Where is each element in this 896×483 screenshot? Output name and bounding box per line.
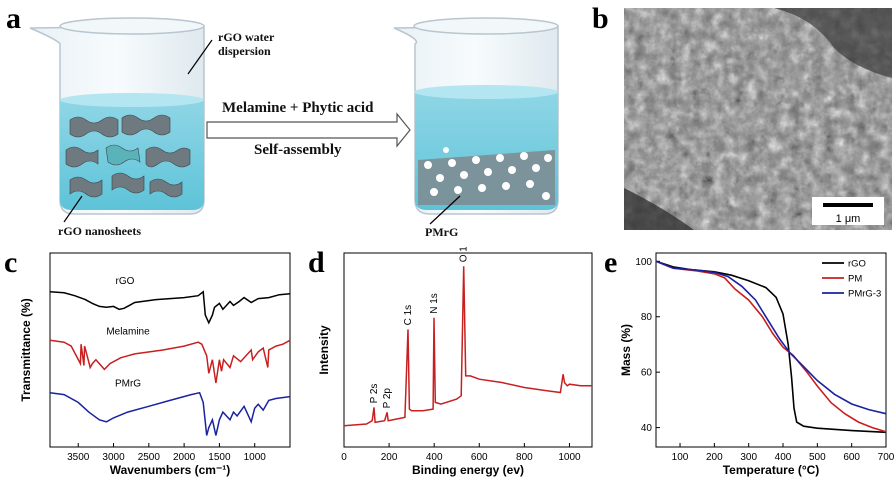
series-line-pm bbox=[655, 260, 887, 433]
label-dispersion-line2: dispersion bbox=[218, 44, 271, 58]
peak-label: O 1s bbox=[459, 247, 470, 262]
x-tick-label-e: 400 bbox=[775, 452, 792, 463]
scale-bar-label: 1 μm bbox=[836, 213, 861, 225]
y-axis-label-c: Transmittance (%) bbox=[19, 298, 33, 401]
x-tick-label-e: 100 bbox=[672, 452, 689, 463]
x-tick-label-e: 500 bbox=[809, 452, 826, 463]
peak-label: P 2p bbox=[382, 388, 393, 409]
label-nanosheets: rGO nanosheets bbox=[58, 224, 142, 238]
series-line-rgo bbox=[49, 290, 291, 325]
scale-bar-box bbox=[812, 197, 884, 225]
label-dispersion: rGO water dispersion bbox=[218, 30, 274, 58]
y-axis-label-d: Intensity bbox=[317, 325, 331, 375]
x-tick-label-c: 1000 bbox=[244, 452, 267, 463]
rgo-nanosheets-left bbox=[65, 114, 191, 198]
x-tick-label-e: 600 bbox=[843, 452, 860, 463]
x-tick-label-e: 300 bbox=[740, 452, 757, 463]
schematic-svg bbox=[29, 17, 559, 225]
x-ticks-d: 0 200 400 600 800 1000 bbox=[341, 443, 581, 463]
x-tick-label-d: 400 bbox=[426, 452, 443, 463]
x-tick-label-c: 2000 bbox=[173, 452, 196, 463]
panel-letter-b: b bbox=[592, 2, 609, 35]
x-tick-label-d: 200 bbox=[381, 452, 398, 463]
series-line-pmrg bbox=[49, 391, 291, 436]
series-label-pmrg: PMrG bbox=[115, 379, 141, 390]
x-tick-label-d: 0 bbox=[341, 452, 347, 463]
panel-letter-c: c bbox=[4, 246, 18, 279]
x-tick-label-c: 3500 bbox=[67, 452, 90, 463]
peak-label: C 1s bbox=[403, 305, 414, 326]
panel-letter-a: a bbox=[6, 2, 21, 35]
x-tick-label-c: 3000 bbox=[102, 452, 125, 463]
y-tick-label-e: 80 bbox=[641, 312, 653, 323]
panel-letter-d: d bbox=[308, 246, 325, 279]
x-ticks-c: 3500 3000 2500 2000 1500 1000 bbox=[67, 443, 266, 463]
plot-frame-d bbox=[343, 252, 593, 448]
label-product: PMrG bbox=[425, 225, 459, 239]
y-axis-label-e: Mass (%) bbox=[619, 324, 633, 376]
series-d bbox=[343, 266, 592, 427]
x-tick-label-c: 2500 bbox=[138, 452, 161, 463]
series-label-rgo: rGO bbox=[116, 276, 135, 287]
label-arrow-bottom: Self-assembly bbox=[254, 142, 342, 158]
plot-frame-c bbox=[49, 252, 291, 448]
panel-letter-e: e bbox=[604, 246, 618, 279]
legend-label: PMrG-3 bbox=[848, 289, 881, 300]
series-label-melamine: Melamine bbox=[106, 326, 150, 337]
y-tick-label-e: 100 bbox=[635, 257, 652, 268]
chart-e: 100 200 300 400 500 600 700 40 60 80 100 rGO PM PMrG… bbox=[619, 252, 895, 477]
peak-label: N 1s bbox=[429, 293, 440, 314]
chart-c: 3500 3000 2500 2000 1500 1000 rGO Melamine PMrG… bbox=[19, 252, 291, 477]
scale-bar bbox=[823, 203, 873, 207]
series-line-melamine bbox=[49, 339, 291, 384]
x-tick-label-e: 700 bbox=[878, 452, 895, 463]
y-tick-label-e: 40 bbox=[641, 423, 653, 434]
x-axis-label-e: Temperature (°C) bbox=[723, 463, 820, 477]
legend-e: rGO PM PMrG-3 bbox=[822, 259, 881, 300]
series-c: rGO Melamine PMrG bbox=[49, 276, 291, 436]
xps-spectrum-line bbox=[343, 266, 592, 427]
series-line-rgo bbox=[655, 260, 887, 434]
label-arrow-top: Melamine + Phytic acid bbox=[222, 100, 374, 116]
legend-label: rGO bbox=[848, 259, 866, 270]
beaker-right bbox=[393, 17, 559, 215]
chart-d: 0 200 400 600 800 1000 P 2s P 2p C 1s N 1s O 1s B… bbox=[317, 247, 593, 477]
label-dispersion-line1: rGO water bbox=[218, 30, 275, 44]
legend-label: PM bbox=[848, 274, 862, 285]
pointer-dispersion bbox=[187, 39, 213, 75]
pointer-nanosheets bbox=[63, 195, 83, 223]
y-tick-label-e: 60 bbox=[641, 368, 653, 379]
x-tick-label-d: 800 bbox=[516, 452, 533, 463]
x-axis-label-d: Binding energy (ev) bbox=[412, 463, 524, 477]
sem-image: 1 μm bbox=[624, 8, 892, 230]
x-tick-label-d: 1000 bbox=[558, 452, 581, 463]
x-tick-label-c: 1500 bbox=[208, 452, 231, 463]
pointer-product bbox=[429, 195, 461, 225]
plot-frame-e bbox=[655, 252, 887, 448]
x-tick-label-e: 200 bbox=[706, 452, 723, 463]
x-axis-label-c: Wavenumbers (cm⁻¹) bbox=[110, 463, 231, 477]
series-e bbox=[655, 260, 887, 434]
pmrg-particles bbox=[424, 147, 552, 200]
x-tick-label-d: 600 bbox=[471, 452, 488, 463]
ticks-e: 100 200 300 400 500 600 700 40 60 80 100 bbox=[635, 257, 894, 463]
peak-label: P 2s bbox=[369, 384, 380, 404]
process-arrow bbox=[206, 112, 411, 148]
peak-labels-d: P 2s P 2p C 1s N 1s O 1s bbox=[369, 247, 470, 408]
series-line-pmrg-3 bbox=[655, 260, 887, 415]
